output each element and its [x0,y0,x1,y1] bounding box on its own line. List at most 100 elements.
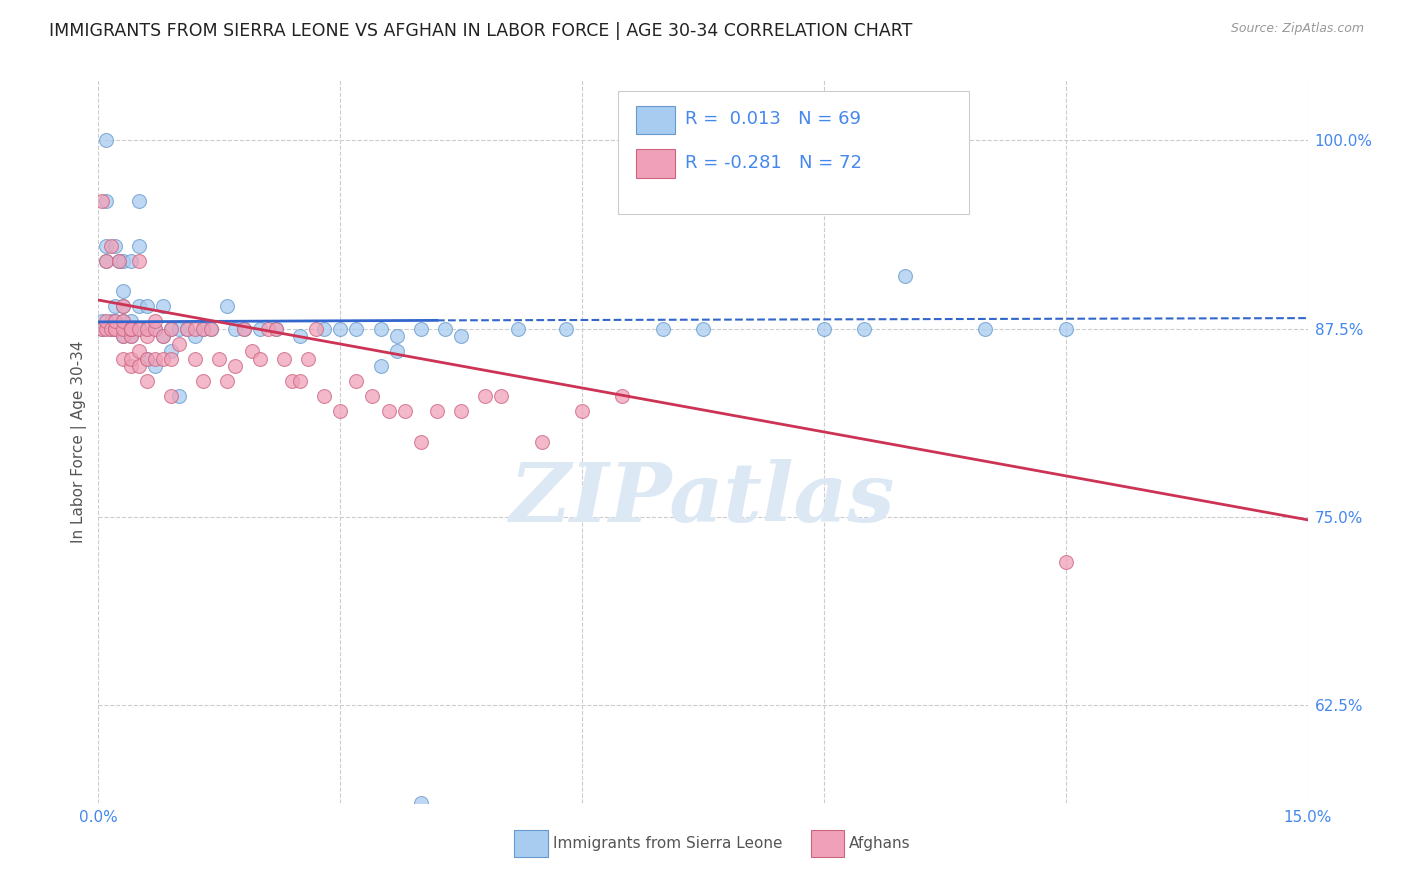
Point [297,351,319,366]
Point [184,321,207,335]
Y-axis label: In Labor Force | Age 30-34: In Labor Force | Age 30-34 [72,340,87,543]
Point [288,375,311,389]
Point [100,314,122,328]
Point [530,434,553,449]
Point [143,321,166,335]
Point [409,434,432,449]
Point [176,321,198,335]
Point [120,329,142,343]
Point [96,314,118,328]
Text: R = -0.281   N = 72: R = -0.281 N = 72 [685,153,862,171]
Point [120,321,142,335]
Text: Immigrants from Sierra Leone: Immigrants from Sierra Leone [553,836,783,851]
Point [329,321,352,335]
Point [128,299,150,313]
FancyBboxPatch shape [637,105,675,135]
Point [107,253,129,268]
Point [152,329,174,343]
Point [651,321,673,335]
FancyBboxPatch shape [619,91,969,214]
Point [135,329,157,343]
Point [264,321,287,335]
Text: IMMIGRANTS FROM SIERRA LEONE VS AFGHAN IN LABOR FORCE | AGE 30-34 CORRELATION CH: IMMIGRANTS FROM SIERRA LEONE VS AFGHAN I… [49,22,912,40]
Point [474,389,496,403]
Point [135,321,157,335]
Point [974,321,997,335]
Point [853,321,876,335]
Point [111,253,134,268]
Point [135,321,157,335]
Point [224,321,246,335]
Point [1054,555,1077,569]
Point [103,314,125,328]
Point [96,134,118,148]
Point [571,404,593,418]
Point [103,299,125,313]
Point [184,351,207,366]
Point [128,253,150,268]
Point [344,375,367,389]
Point [120,321,142,335]
Point [370,359,392,374]
Point [249,351,271,366]
Point [160,389,183,403]
Point [152,329,174,343]
Point [100,321,122,335]
Point [103,321,125,335]
Point [249,321,271,335]
Point [167,389,190,403]
Point [128,359,150,374]
Point [232,321,254,335]
Point [184,329,207,343]
Point [152,299,174,313]
Point [128,344,150,359]
Point [100,321,122,335]
Point [1054,321,1077,335]
Point [813,321,835,335]
Point [555,321,578,335]
Point [103,239,125,253]
Text: Source: ZipAtlas.com: Source: ZipAtlas.com [1230,22,1364,36]
Point [96,239,118,253]
Point [111,314,134,328]
FancyBboxPatch shape [515,830,548,857]
Point [893,268,915,283]
Point [273,351,295,366]
Point [96,321,118,335]
Point [426,404,449,418]
Point [143,351,166,366]
Point [377,404,399,418]
FancyBboxPatch shape [637,149,675,178]
Point [103,314,125,328]
Point [314,321,336,335]
Point [361,389,384,403]
Point [107,253,129,268]
Point [100,239,122,253]
FancyBboxPatch shape [811,830,845,857]
Point [193,321,215,335]
Point [305,321,328,335]
Point [91,194,114,208]
Point [128,194,150,208]
Point [120,351,142,366]
Point [450,329,472,343]
Point [167,321,190,335]
Point [120,321,142,335]
Point [240,344,263,359]
Point [506,321,529,335]
Point [96,253,118,268]
Point [160,321,183,335]
Point [692,321,714,335]
Point [217,375,239,389]
Point [120,329,142,343]
Point [264,321,287,335]
Point [434,321,457,335]
Point [111,299,134,313]
Point [208,351,231,366]
Point [394,404,416,418]
Point [143,314,166,328]
Point [200,321,222,335]
Point [135,351,157,366]
Point [193,321,215,335]
Point [120,314,142,328]
